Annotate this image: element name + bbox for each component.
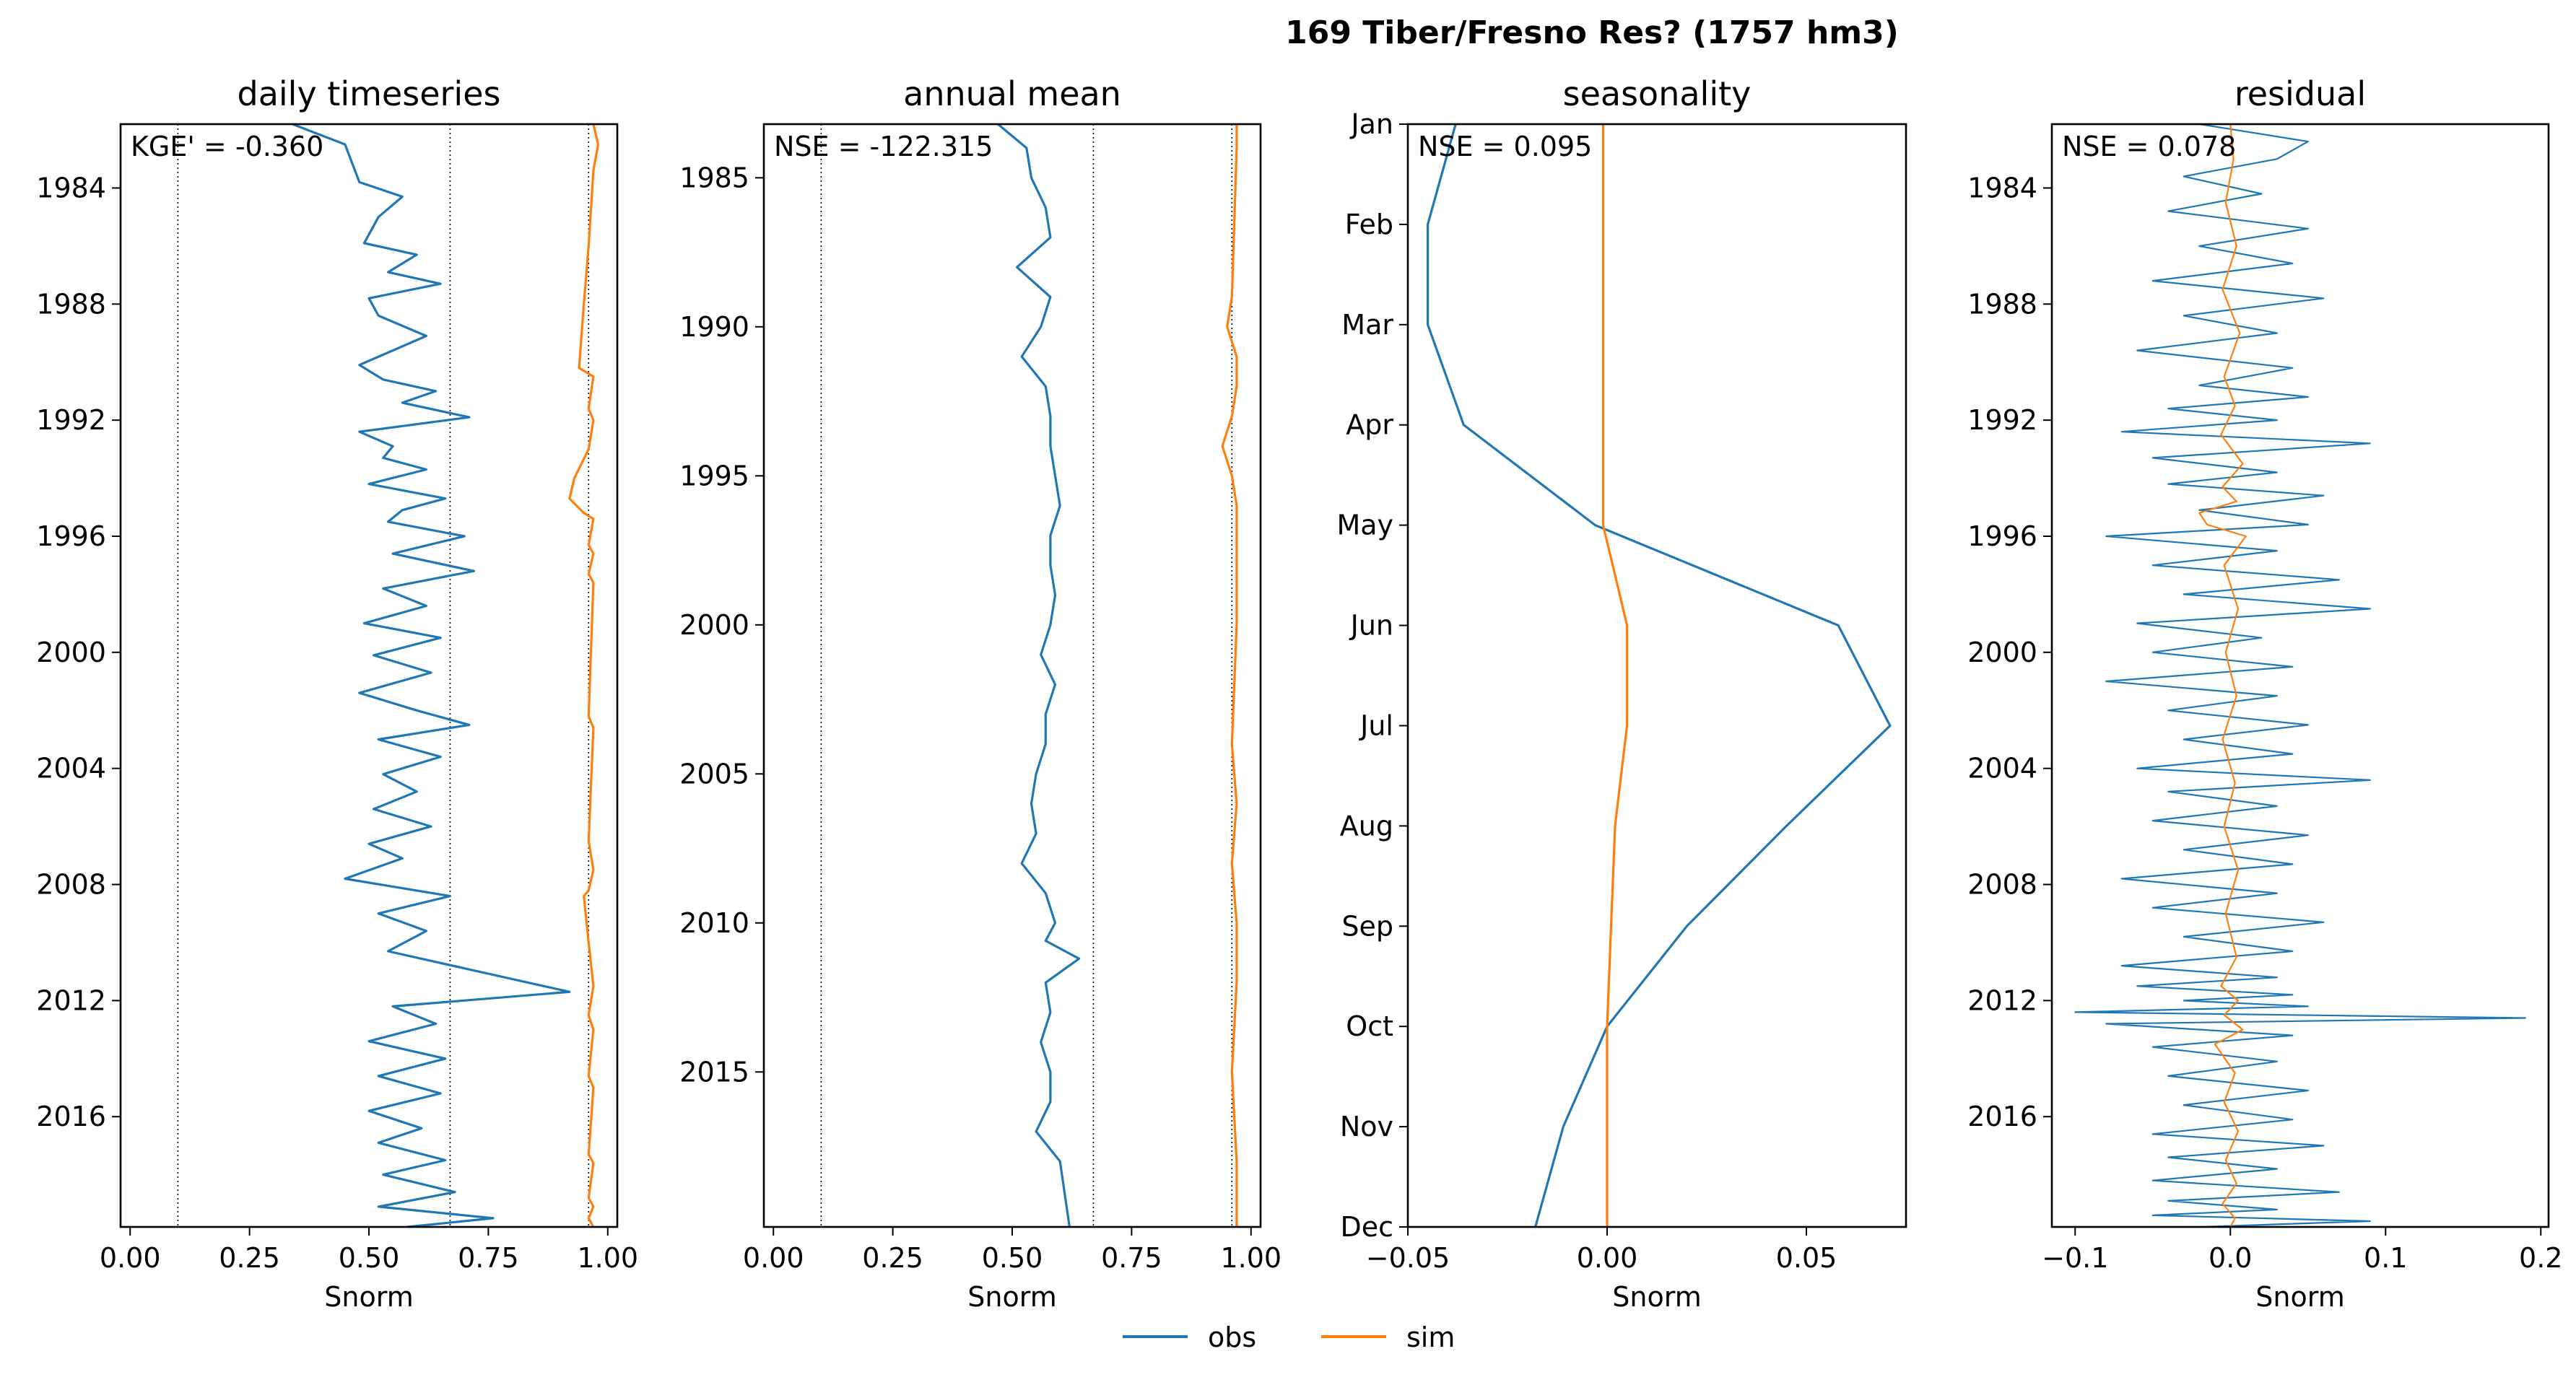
x-tick-label: 0.75 xyxy=(1101,1242,1162,1274)
y-tick-label: 1984 xyxy=(36,172,106,204)
series-obs-line xyxy=(997,124,1081,1227)
axes-frame xyxy=(2050,123,2550,1228)
y-tick-label: 1992 xyxy=(36,404,106,436)
x-tick-label: 0.2 xyxy=(2519,1242,2562,1274)
y-tick-label: Nov xyxy=(1340,1111,1393,1142)
y-tick-label: Mar xyxy=(1341,309,1393,341)
x-axis-label: Snorm xyxy=(2255,1281,2344,1313)
axes-frame xyxy=(1406,123,1907,1228)
panel-title: residual xyxy=(2235,74,2366,113)
y-tick-label: Dec xyxy=(1340,1211,1393,1243)
series-obs-line xyxy=(2074,124,2526,1227)
y-tick-label: 2004 xyxy=(1967,753,2037,785)
y-tick-label: 2012 xyxy=(1967,984,2037,1016)
y-tick-label: Jan xyxy=(1349,108,1393,140)
panel-title: annual mean xyxy=(903,74,1121,113)
y-tick-label: 2005 xyxy=(679,758,749,790)
x-tick-label: 0.0 xyxy=(2209,1242,2252,1274)
x-tick-label: 0.50 xyxy=(339,1242,400,1274)
y-tick-label: 1984 xyxy=(1967,172,2037,204)
y-tick-label: 2008 xyxy=(1967,869,2037,901)
y-tick-label: Apr xyxy=(1346,409,1393,441)
series-sim-line xyxy=(2198,124,2247,1227)
y-tick-label: 2016 xyxy=(36,1101,106,1132)
x-axis-label: Snorm xyxy=(1612,1281,1701,1313)
y-tick-label: 2008 xyxy=(36,869,106,901)
y-tick-label: Jul xyxy=(1359,709,1393,741)
y-tick-label: 1990 xyxy=(679,311,749,343)
panel-title: daily timeseries xyxy=(238,74,501,113)
legend-sim-label: sim xyxy=(1406,1321,1455,1353)
y-tick-label: 2000 xyxy=(36,637,106,668)
x-tick-label: 1.00 xyxy=(577,1242,638,1274)
series-sim-line xyxy=(1601,124,1629,1227)
x-tick-label: 0.00 xyxy=(1577,1242,1638,1274)
panel-daily-timeseries: daily timeseries KGE' = -0.360 0.00 0.25 0.5… xyxy=(36,74,638,1313)
axes-frame xyxy=(119,123,619,1228)
x-axis-label: Snorm xyxy=(967,1281,1056,1313)
x-tick-label: 0.1 xyxy=(2364,1242,2407,1274)
x-tick-label: 0.25 xyxy=(862,1242,923,1274)
y-tick-label: May xyxy=(1336,510,1393,541)
x-tick-label: 0.50 xyxy=(982,1242,1043,1274)
y-tick-label: 1988 xyxy=(1967,288,2037,320)
y-tick-label: 2016 xyxy=(1967,1101,2037,1132)
x-tick-label: 0.00 xyxy=(743,1242,804,1274)
panel-annual-mean: annual mean NSE = -122.315 0.00 0.25 0.50 0.7… xyxy=(679,74,1282,1313)
panel-residual: residual NSE = 0.078 −0.1 0.0 0.1 0.2 Snorm 198… xyxy=(1967,74,2562,1313)
y-tick-label: Jun xyxy=(1349,610,1393,642)
metric-annotation: NSE = 0.095 xyxy=(1418,131,1592,162)
y-tick-label: 2000 xyxy=(1967,637,2037,668)
x-tick-label: 0.00 xyxy=(100,1242,161,1274)
panel-title: seasonality xyxy=(1563,74,1752,113)
y-tick-label: 1985 xyxy=(679,162,749,193)
series-sim-line xyxy=(568,124,600,1227)
x-tick-label: 0.05 xyxy=(1776,1242,1837,1274)
y-tick-label: 2000 xyxy=(679,609,749,641)
axes-frame xyxy=(762,123,1262,1228)
y-tick-label: 1988 xyxy=(36,288,106,320)
y-tick-label: Aug xyxy=(1340,810,1393,842)
y-tick-label: 2010 xyxy=(679,907,749,939)
x-tick-label: 0.75 xyxy=(458,1242,519,1274)
y-tick-label: 2012 xyxy=(36,984,106,1016)
x-axis-label: Snorm xyxy=(324,1281,413,1313)
y-tick-label: Oct xyxy=(1346,1010,1393,1042)
metric-annotation: NSE = 0.078 xyxy=(2062,131,2236,162)
x-tick-label: 0.25 xyxy=(219,1242,280,1274)
x-tick-label: −0.1 xyxy=(2042,1242,2108,1274)
metric-annotation: NSE = -122.315 xyxy=(774,131,993,162)
series-obs-line xyxy=(292,124,571,1227)
y-tick-label: 1996 xyxy=(1967,520,2037,552)
y-tick-label: 2004 xyxy=(36,753,106,785)
metric-annotation: KGE' = -0.360 xyxy=(131,131,323,162)
series-sim-line xyxy=(1221,124,1238,1227)
y-tick-label: 1996 xyxy=(36,520,106,552)
x-tick-label: −0.05 xyxy=(1366,1242,1450,1274)
y-tick-label: 1995 xyxy=(679,460,749,491)
x-tick-label: 1.00 xyxy=(1220,1242,1282,1274)
legend: obs sim xyxy=(1123,1321,1455,1353)
panel-seasonality: seasonality NSE = 0.095 −0.05 0.00 0.05 Snorm… xyxy=(1336,74,1907,1313)
y-tick-label: 1992 xyxy=(1967,404,2037,436)
legend-obs-label: obs xyxy=(1208,1321,1256,1353)
figure-suptitle: 169 Tiber/Fresno Res? (1757 hm3) xyxy=(1285,14,1899,51)
y-tick-label: Feb xyxy=(1345,209,1393,240)
y-tick-label: 2015 xyxy=(679,1056,749,1088)
y-tick-label: Sep xyxy=(1341,910,1393,942)
series-obs-line xyxy=(1426,124,1892,1227)
